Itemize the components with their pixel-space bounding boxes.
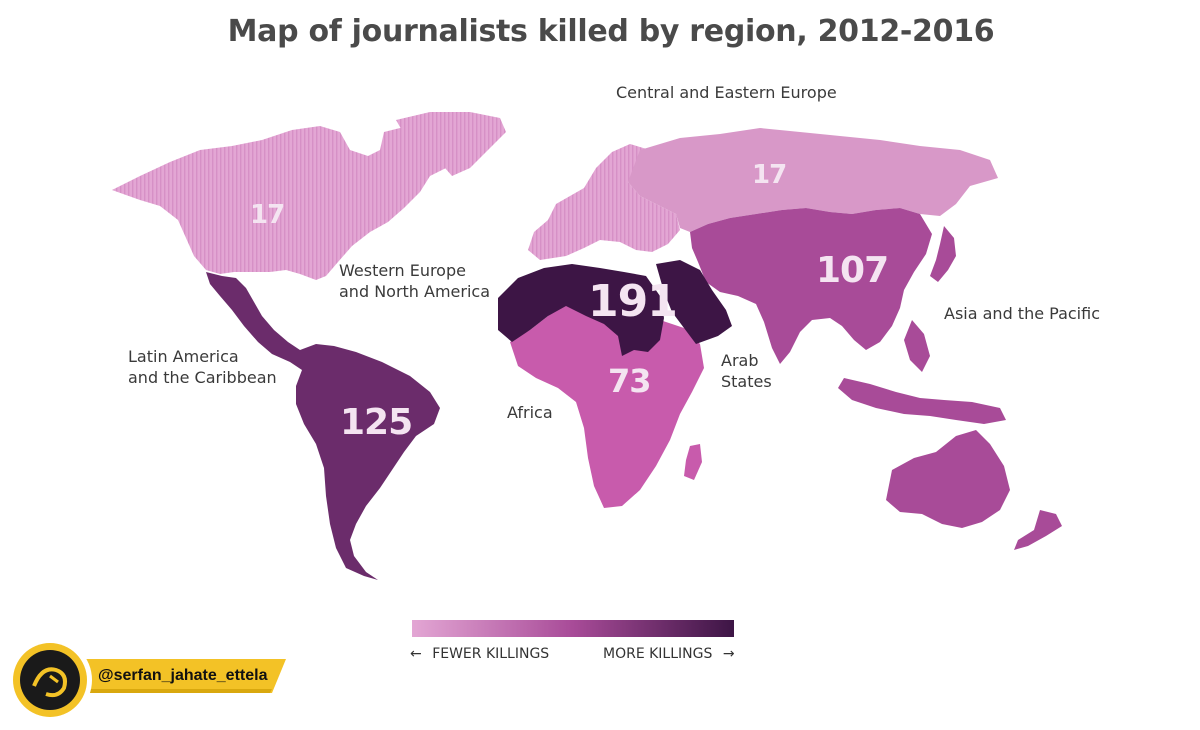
region-japan	[930, 226, 956, 282]
watermark-badge	[86, 659, 286, 693]
region-madagascar	[684, 444, 702, 480]
region-asia	[690, 208, 932, 364]
region-latin-america	[206, 272, 440, 580]
region-africa	[510, 300, 704, 508]
region-north-america	[112, 126, 452, 280]
label-africa: Africa	[507, 403, 553, 422]
label-arab-states-line1: Arab	[721, 351, 759, 370]
region-russia	[628, 128, 998, 232]
label-western-europe-line1: Western Europe	[339, 261, 466, 280]
label-arab-states-line2: States	[721, 372, 772, 391]
region-greenland	[396, 112, 506, 176]
count-africa: 73	[608, 362, 652, 400]
legend-more-label: MORE KILLINGS	[603, 646, 713, 662]
label-latin-america: Latin America and the Caribbean	[128, 346, 277, 388]
legend-gradient-bar	[412, 620, 734, 637]
page-title: Map of journalists killed by region, 201…	[227, 14, 995, 49]
region-indonesia	[838, 378, 1006, 424]
label-latin-america-line2: and the Caribbean	[128, 368, 277, 387]
watermark-handle: @serfan_jahate_ettela	[98, 667, 268, 684]
label-western-europe-north-america: Western Europe and North America	[339, 260, 490, 302]
label-central-eastern-europe: Central and Eastern Europe	[616, 83, 837, 102]
region-arab-north-africa	[498, 264, 664, 356]
legend-fewer: ← FEWER KILLINGS	[410, 646, 549, 662]
count-asia-pacific: 107	[816, 250, 889, 291]
count-western-europe-north-america: 17	[250, 200, 285, 230]
arrow-left-icon: ←	[410, 646, 422, 662]
region-europe	[528, 144, 680, 260]
channel-logo-icon	[8, 638, 92, 722]
arrow-right-icon: →	[722, 646, 735, 662]
count-arab-states: 191	[588, 276, 678, 327]
region-australia	[886, 430, 1010, 528]
label-latin-america-line1: Latin America	[128, 347, 239, 366]
count-central-eastern-europe: 17	[752, 160, 787, 190]
region-philippines	[904, 320, 930, 372]
label-western-europe-line2: and North America	[339, 282, 491, 301]
region-new-zealand	[1014, 510, 1062, 550]
legend-fewer-label: FEWER KILLINGS	[432, 646, 550, 662]
label-arab-states: Arab States	[721, 350, 772, 392]
region-arabian-peninsula	[656, 260, 732, 344]
label-asia-pacific: Asia and the Pacific	[944, 304, 1100, 323]
legend-more: MORE KILLINGS →	[603, 646, 735, 662]
count-latin-america: 125	[340, 402, 413, 443]
